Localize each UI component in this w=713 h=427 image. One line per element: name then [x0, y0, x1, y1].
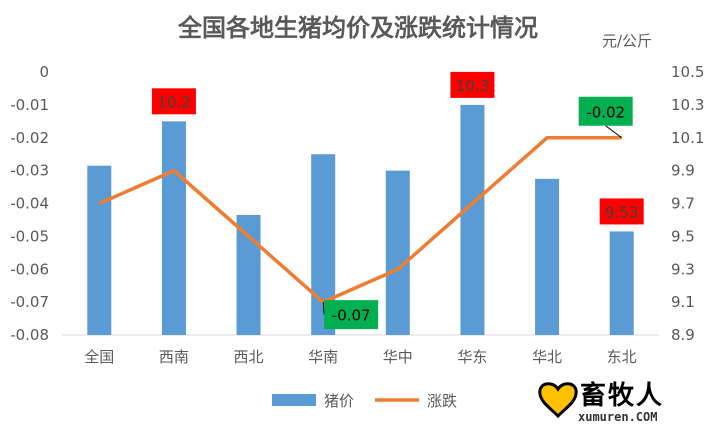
- annotation-leader: [605, 125, 622, 139]
- annotation-box: [324, 300, 379, 330]
- right-tick-label: 9.7: [671, 195, 695, 213]
- category-label: 华中: [383, 348, 413, 366]
- watermark-name: 畜牧人: [580, 380, 664, 411]
- annotation-leader: [322, 302, 325, 315]
- right-tick-label: 9.3: [671, 260, 695, 278]
- category-label: 东北: [607, 348, 637, 366]
- data-label: 9.53: [605, 203, 638, 221]
- left-tick-label: -0.08: [10, 326, 49, 344]
- data-label: 10.2: [157, 93, 190, 111]
- annotations: 10.2 10.3 9.53 -0.07 -0.02: [151, 71, 644, 330]
- right-tick-label: 9.1: [671, 293, 695, 311]
- annotation-box: [450, 71, 495, 98]
- right-tick-label: 10.1: [671, 129, 704, 147]
- chart-title: 全国各地生猪均价及涨跌统计情况: [177, 13, 538, 42]
- category-label: 华东: [457, 348, 487, 366]
- category-label: 西南: [159, 348, 189, 366]
- right-tick-label: 9.9: [671, 162, 695, 180]
- bar: [385, 170, 410, 335]
- right-tick-label: 10.3: [671, 96, 704, 114]
- annotation-box: [151, 88, 196, 115]
- legend-label-bar: 猪价: [324, 392, 354, 410]
- legend-label-line: 涨跌: [427, 392, 457, 410]
- heart-logo-icon: [538, 382, 578, 419]
- left-tick-label: -0.01: [10, 96, 49, 114]
- watermark-logo: 畜牧人 xumuren.COM: [538, 380, 664, 424]
- category-label: 全国: [84, 348, 114, 366]
- bar: [161, 121, 186, 335]
- legend-swatch-bar: [272, 394, 316, 406]
- right-axis: 10.5 10.3 10.1 9.9 9.7 9.5 9.3 9.1 8.9: [671, 63, 704, 344]
- category-label: 华北: [532, 348, 562, 366]
- left-tick-label: -0.02: [10, 129, 49, 147]
- annotation-box: [578, 96, 633, 126]
- left-tick-label: -0.03: [10, 162, 49, 180]
- bar-series: [87, 104, 634, 335]
- legend: 猪价 涨跌: [272, 392, 457, 410]
- watermark-site: xumuren.COM: [578, 410, 657, 424]
- bar: [609, 231, 634, 335]
- left-axis: 0 -0.01 -0.02 -0.03 -0.04 -0.05 -0.06 -0.07 -0.0…: [10, 63, 49, 344]
- data-label: -0.07: [332, 307, 371, 325]
- left-tick-label: -0.07: [10, 293, 49, 311]
- category-label: 西北: [234, 348, 264, 366]
- line-series: [98, 136, 622, 304]
- left-tick-label: -0.05: [10, 227, 49, 245]
- data-label: 10.3: [456, 77, 489, 95]
- right-tick-label: 8.9: [671, 326, 695, 344]
- annotation-box: [599, 198, 644, 225]
- right-axis-unit: 元/公斤: [602, 32, 652, 50]
- left-tick-label: -0.06: [10, 260, 49, 278]
- bar: [236, 215, 261, 335]
- data-label: -0.02: [586, 103, 625, 121]
- left-tick-label: -0.04: [10, 195, 49, 213]
- bar: [87, 165, 112, 335]
- right-tick-label: 10.5: [671, 63, 704, 81]
- right-tick-label: 9.5: [671, 227, 695, 245]
- bar: [460, 104, 485, 335]
- category-axis: 全国 西南 西北 华南 华中 华东 华北 东北: [84, 348, 636, 366]
- category-label: 华南: [308, 348, 338, 366]
- left-tick-label: 0: [39, 63, 49, 81]
- bar: [535, 178, 560, 335]
